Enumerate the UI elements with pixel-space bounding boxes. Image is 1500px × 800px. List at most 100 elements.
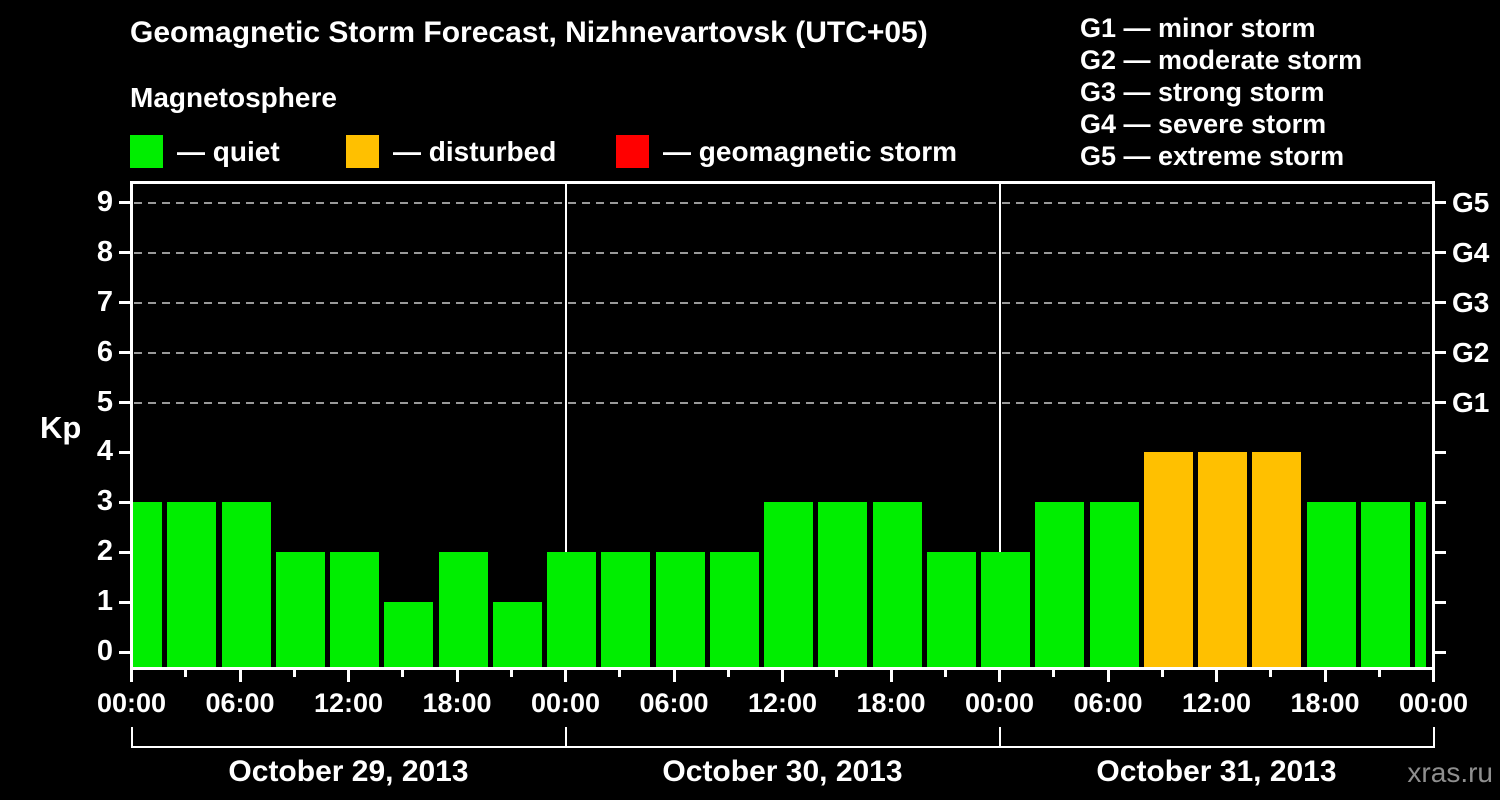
storm-swatch [616, 135, 649, 168]
y-tick-label: 2 [96, 535, 113, 568]
legend-item-quiet: — quiet [130, 135, 280, 168]
y-tick-label: 4 [96, 435, 113, 468]
kp-bar [132, 502, 162, 669]
x-tick-label: 12:00 [313, 688, 384, 718]
kp-axis-label: Kp [40, 410, 82, 445]
legend-item-disturbed: — disturbed [346, 135, 556, 168]
date-label: October 29, 2013 [228, 755, 469, 788]
y-tick-right [1435, 251, 1446, 255]
y-tick-label: 7 [96, 285, 113, 318]
y-tick-label: 5 [96, 385, 113, 418]
x-tick [401, 669, 405, 677]
kp-bar [1089, 502, 1139, 669]
y-tick-left [119, 351, 130, 355]
kp-bar [872, 502, 922, 669]
kp-bar [438, 552, 488, 669]
x-tick [1052, 669, 1056, 677]
y-tick-left [119, 251, 130, 255]
x-tick-label: 00:00 [96, 688, 167, 718]
kp-bar [818, 502, 868, 669]
y-tick-left [119, 450, 130, 454]
x-tick [998, 669, 1001, 682]
y-tick-right [1435, 351, 1446, 355]
kp-bar [1415, 502, 1426, 669]
g-level-label: G1 [1452, 386, 1490, 418]
x-tick [672, 669, 676, 682]
kp-bar [764, 502, 813, 669]
x-tick-label: 18:00 [422, 688, 492, 718]
kp-bar [547, 552, 596, 669]
date-bracket-riser [130, 727, 133, 748]
date-bracket-riser [998, 727, 1001, 748]
date-bracket-riser [564, 727, 567, 748]
y-tick-label: 0 [96, 635, 113, 667]
magnetosphere-label: Magnetosphere [130, 82, 337, 113]
quiet-swatch [130, 135, 163, 168]
x-tick [1269, 669, 1273, 677]
g-scale-item-g5: G5 — extreme storm [1080, 141, 1345, 171]
x-tick [184, 669, 188, 677]
gridline [133, 351, 1432, 354]
y-tick-label: 9 [96, 185, 113, 218]
y-tick-left [119, 201, 130, 205]
date-label: October 30, 2013 [662, 755, 903, 788]
y-tick-label: 6 [96, 335, 113, 368]
x-tick-label: 06:00 [639, 688, 709, 718]
g-level-label: G3 [1452, 286, 1490, 318]
x-tick [1160, 669, 1164, 677]
x-tick [455, 669, 459, 682]
watermark: xras.ru [1407, 757, 1493, 788]
x-tick-label: 12:00 [1181, 688, 1252, 718]
g-scale-item-g1: G1 — minor storm [1080, 13, 1316, 43]
x-tick [781, 669, 784, 682]
x-tick [1106, 669, 1110, 682]
y-tick-left [119, 500, 130, 504]
gridline [133, 201, 1432, 204]
kp-bar [926, 552, 976, 669]
x-tick [1377, 669, 1381, 677]
kp-bar [655, 552, 705, 669]
x-tick [726, 669, 730, 677]
gridline [133, 301, 1432, 304]
storm-label: — geomagnetic storm [663, 135, 958, 167]
x-tick [564, 669, 567, 682]
plot-frame-top [129, 181, 1435, 184]
x-tick-label: 18:00 [1290, 688, 1360, 718]
legend-item-storm: — geomagnetic storm [616, 135, 957, 168]
kp-bar [601, 552, 651, 669]
y-tick-left [119, 401, 130, 404]
kp-bar [1198, 452, 1247, 669]
y-tick-right [1435, 500, 1446, 504]
x-tick-label: 06:00 [1073, 688, 1143, 718]
kp-bar [384, 602, 434, 669]
g-scale-legend: G1 — minor storm G2 — moderate storm G3 … [1080, 12, 1362, 172]
day-divider [998, 183, 1001, 669]
chart-title: Geomagnetic Storm Forecast, Nizhnevartov… [130, 16, 928, 49]
x-tick [835, 669, 839, 677]
kp-bar [1252, 452, 1302, 669]
kp-bar [1143, 452, 1193, 669]
kp-bar [1035, 502, 1085, 669]
plot-frame-right [1432, 181, 1435, 671]
y-tick-left [119, 301, 130, 305]
kp-bar [221, 502, 271, 669]
y-tick-label: 1 [96, 585, 113, 618]
x-tick-label: 00:00 [1398, 688, 1469, 718]
y-tick-right [1435, 401, 1446, 404]
g-scale-item-g3: G3 — strong storm [1080, 77, 1325, 107]
kp-bar [1306, 502, 1356, 669]
x-tick [1432, 669, 1435, 682]
x-tick-label: 12:00 [747, 688, 818, 718]
kp-bar [330, 552, 379, 669]
x-tick [618, 669, 622, 677]
y-tick-left [119, 650, 130, 654]
g-level-label: G2 [1452, 336, 1490, 368]
day-divider [564, 183, 567, 669]
x-tick-label: 18:00 [856, 688, 926, 718]
kp-bar [167, 502, 217, 669]
y-tick-right [1435, 301, 1446, 305]
g-level-label: G4 [1452, 236, 1490, 268]
y-tick-right [1435, 650, 1446, 654]
gridline [133, 401, 1432, 404]
